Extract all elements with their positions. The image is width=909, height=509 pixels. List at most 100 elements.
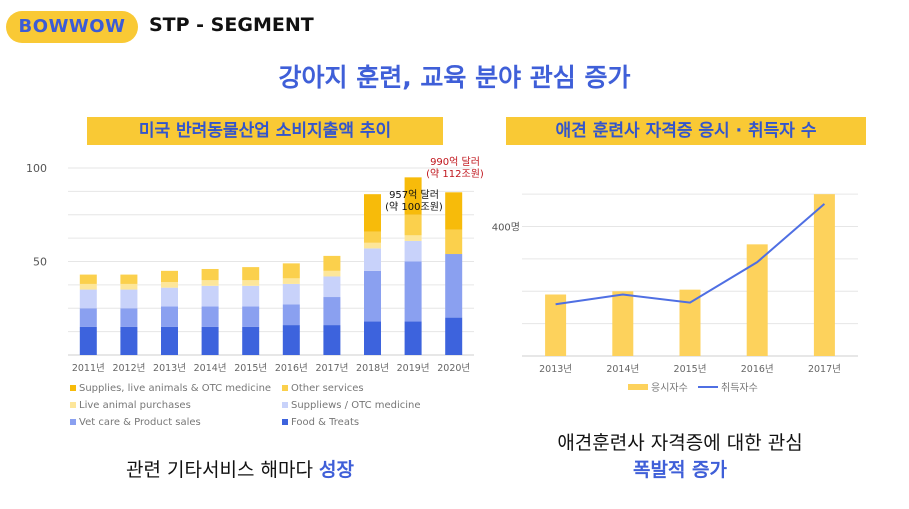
bar-segment	[79, 308, 97, 327]
bar-segment	[282, 325, 300, 355]
bar-segment	[79, 274, 97, 284]
x-tick-label: 2015년	[234, 363, 267, 374]
legend-label: Supplies, live animals & OTC medicine	[79, 383, 271, 394]
x-tick-label: 2016년	[275, 363, 308, 374]
bar-segment	[445, 254, 463, 318]
x-tick-label: 2014년	[606, 364, 639, 375]
legend-label: Other services	[291, 383, 364, 394]
bar-segment	[79, 326, 97, 355]
bar-segment	[120, 274, 138, 284]
bar-segment	[282, 283, 300, 305]
x-tick-label: 2016년	[741, 364, 774, 375]
bar-segment	[445, 192, 463, 230]
bar	[545, 294, 567, 356]
x-tick-label: 2017년	[808, 364, 841, 375]
legend-swatch	[282, 385, 288, 391]
legend-swatch	[70, 402, 76, 408]
bar-segment	[282, 278, 300, 284]
x-tick-label: 2012년	[112, 363, 145, 374]
bar	[612, 291, 634, 356]
bar	[746, 244, 768, 356]
bar-segment	[201, 280, 219, 286]
bar-segment	[364, 242, 381, 249]
bar-segment	[323, 325, 341, 355]
legend-swatch	[628, 384, 648, 390]
left-caption: 관련 기타서비스 해마다 성장	[0, 455, 480, 482]
bar-segment	[201, 326, 219, 355]
bar-segment	[364, 248, 381, 271]
bar-segment	[242, 326, 260, 355]
bar-segment	[364, 194, 381, 232]
y-tick-label: 100	[26, 162, 47, 175]
bar-segment	[242, 285, 260, 307]
left-caption-text: 관련 기타서비스 해마다	[126, 459, 319, 481]
bar-segment	[120, 326, 138, 355]
bar-segment	[364, 231, 381, 243]
bar-segment	[282, 304, 300, 326]
series-line	[555, 203, 826, 306]
bar-segment	[323, 297, 341, 326]
annotation-2019-line2: (약 100조원)	[385, 201, 443, 213]
annotation-2019-line1: 957억 달러	[389, 189, 439, 201]
bar	[813, 194, 835, 356]
x-tick-label: 2011년	[72, 363, 105, 374]
brand-badge: BOWWOW	[6, 11, 138, 43]
bar-segment	[445, 229, 463, 255]
bar-segment	[323, 276, 341, 298]
legend-swatch	[282, 402, 288, 408]
bar-segment	[404, 235, 422, 241]
legend-label: Suppliews / OTC medicine	[291, 400, 421, 411]
bar-segment	[282, 263, 300, 279]
bar-segment	[201, 268, 219, 281]
spending-stacked-bar-chart: 2011년 2012년 2013년 2014년 2015년 2016년 2017년 2018년…	[26, 156, 484, 428]
bar-segment	[404, 214, 422, 236]
y-tick-label: 50	[33, 256, 47, 269]
legend-label: Vet care & Product sales	[79, 417, 201, 428]
x-tick-label: 2013년	[153, 363, 186, 374]
legend-swatch	[70, 419, 76, 425]
bar-segment	[161, 306, 178, 327]
left-caption-highlight: 성장	[318, 459, 354, 481]
bar-segment	[242, 267, 260, 281]
bar-segment	[404, 240, 422, 262]
bar-segment	[404, 261, 422, 322]
bar-segment	[120, 283, 138, 290]
x-tick-label: 2013년	[539, 364, 572, 375]
bar-segment	[120, 289, 138, 309]
bar-segment	[364, 270, 381, 322]
page-headline: 강아지 훈련, 교육 분야 관심 증가	[278, 63, 631, 92]
right-caption-line1: 애견훈련사 자격증에 대한 관심	[557, 432, 803, 454]
bar-segment	[242, 280, 260, 286]
left-chart-title: 미국 반려동물산업 소비지출액 추이	[87, 117, 443, 145]
bar-segment	[445, 317, 463, 355]
bar-segment	[201, 306, 219, 327]
bar-segment	[161, 326, 178, 355]
x-tick-label: 2020년	[437, 363, 470, 374]
bar-segment	[201, 285, 219, 307]
bar-segment	[404, 321, 422, 355]
annotation-2020-line1: 990억 달러	[430, 156, 480, 168]
bar-segment	[120, 308, 138, 327]
bar-segment	[161, 287, 178, 307]
bar-segment	[79, 283, 97, 290]
bar-segment	[79, 289, 97, 309]
bar-segment	[404, 177, 422, 215]
bar-segment	[161, 282, 178, 288]
legend-label: 응시자수	[651, 382, 688, 394]
legend-label: 취득자수	[721, 382, 758, 394]
legend-label: Live animal purchases	[79, 400, 191, 411]
trainer-certificate-chart: 2013년 2014년 2015년 2016년 2017년 400명 응시자수 취득자수	[492, 193, 858, 394]
legend-label: Food & Treats	[291, 417, 359, 428]
x-tick-label: 2015년	[674, 364, 707, 375]
legend-swatch	[282, 419, 288, 425]
x-tick-label: 2018년	[356, 363, 389, 374]
section-title: STP - SEGMENT	[149, 14, 314, 36]
bar	[679, 289, 701, 356]
legend-swatch	[70, 385, 76, 391]
right-chart-title: 애견 훈련사 자격증 응시 · 취득자 수	[506, 117, 866, 145]
annotation-2020-line2: (약 112조원)	[426, 168, 484, 180]
bar-segment	[323, 255, 341, 271]
right-caption-line2: 폭발적 증가	[632, 459, 727, 481]
bar-segment	[323, 270, 341, 277]
bar-segment	[364, 321, 381, 355]
